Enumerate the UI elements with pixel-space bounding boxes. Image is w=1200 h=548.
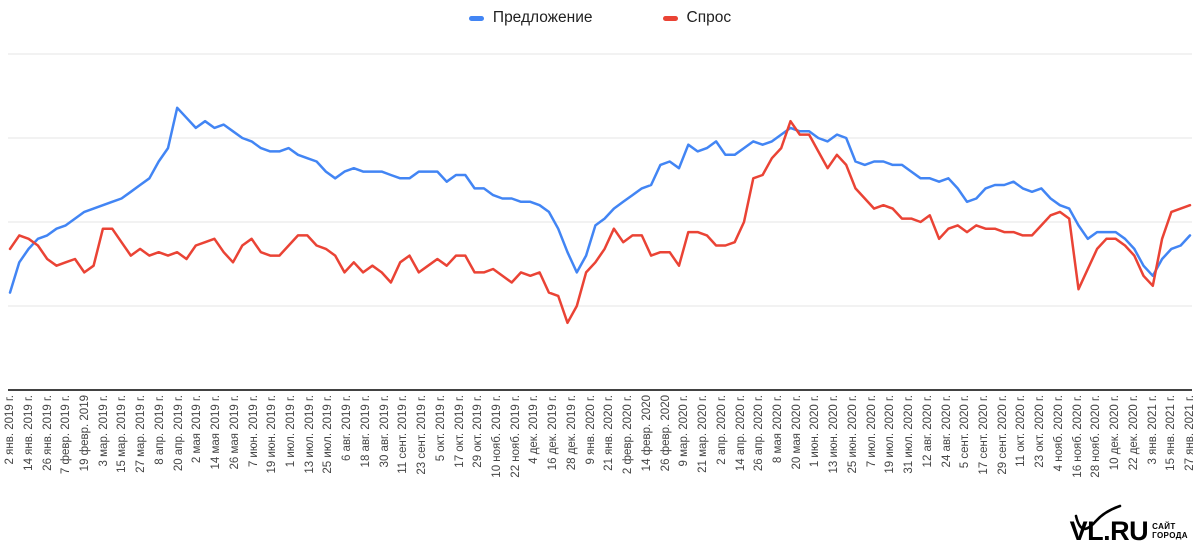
x-tick-label: 21 янв. 2020 г. bbox=[603, 395, 616, 471]
x-tick-label: 13 июл. 2019 г. bbox=[303, 395, 316, 474]
x-tick-label: 1 июл. 2019 г. bbox=[285, 395, 297, 468]
demand-line-series[interactable] bbox=[8, 119, 1192, 325]
x-tick-label: 28 нояб. 2020 г. bbox=[1090, 395, 1103, 478]
x-tick-label: 12 авг. 2020 г. bbox=[921, 395, 934, 468]
x-tick-label: 11 сент. 2019 г. bbox=[397, 395, 410, 474]
x-tick-label: 18 авг. 2019 г. bbox=[359, 395, 372, 468]
x-tick-label: 2 апр. 2020 г. bbox=[715, 395, 728, 465]
x-tick-label: 22 дек. 2020 г. bbox=[1127, 395, 1140, 471]
vlru-tagline: САЙТ ГОРОДА bbox=[1152, 522, 1188, 540]
x-tick-label: 7 февр. 2019 г. bbox=[60, 395, 73, 475]
x-tick-label: 24 авг. 2020 г. bbox=[940, 395, 953, 468]
x-tick-label: 26 апр. 2020 г. bbox=[753, 395, 766, 472]
x-tick-label: 29 окт. 2019 г. bbox=[472, 395, 485, 468]
supply-legend-swatch-icon bbox=[468, 15, 484, 21]
vlru-logo-text: VL.RU bbox=[1069, 516, 1149, 546]
x-tick-label: 9 янв. 2020 г. bbox=[584, 395, 597, 465]
x-tick-label: 19 февр. 2019 bbox=[78, 395, 91, 472]
x-tick-label: 14 февр. 2020 bbox=[640, 395, 653, 472]
legend-item-demand[interactable]: Спрос bbox=[662, 9, 732, 27]
legend-item-supply[interactable]: Предложение bbox=[468, 9, 593, 27]
vlru-watermark: VL.RU САЙТ ГОРОДА bbox=[1069, 504, 1188, 546]
x-tick-label: 29 сент. 2020 г. bbox=[996, 395, 1009, 475]
x-tick-label: 21 мар. 2020 г. bbox=[697, 395, 709, 473]
x-tick-label: 17 окт. 2019 г. bbox=[453, 395, 466, 468]
x-tick-label: 6 авг. 2019 г. bbox=[341, 395, 354, 462]
x-tick-label: 3 мар. 2019 г. bbox=[97, 395, 110, 467]
x-tick-label: 20 мая 2020 г. bbox=[790, 395, 803, 470]
x-tick-label: 16 нояб. 2020 г. bbox=[1071, 395, 1084, 478]
x-tick-label: 27 мар. 2019 г. bbox=[135, 395, 148, 473]
x-tick-label: 17 сент. 2020 г. bbox=[978, 395, 990, 475]
x-tick-label: 30 авг. 2019 г. bbox=[378, 395, 391, 468]
x-tick-label: 14 янв. 2019 г. bbox=[22, 395, 35, 471]
x-tick-label: 22 нояб. 2019 г. bbox=[509, 395, 522, 478]
x-tick-label: 8 мая 2020 г. bbox=[771, 395, 784, 464]
checkmark-icon bbox=[1074, 504, 1121, 531]
x-tick-label: 25 июн. 2020 г. bbox=[846, 395, 859, 474]
x-tick-label: 2 февр. 2020 г. bbox=[622, 395, 635, 475]
x-tick-label: 2 янв. 2019 г. bbox=[4, 395, 16, 465]
x-tick-label: 31 июл. 2020 г. bbox=[903, 395, 915, 474]
supply-legend-label: Предложение bbox=[492, 9, 593, 26]
x-tick-label: 15 мар. 2019 г. bbox=[116, 395, 129, 473]
x-tick-label: 13 июн. 2020 г. bbox=[828, 395, 841, 474]
x-tick-label: 15 янв. 2021 г. bbox=[1165, 395, 1178, 471]
line-chart-plot-area[interactable] bbox=[0, 0, 1200, 394]
x-tick-label: 10 дек. 2020 г. bbox=[1109, 395, 1122, 471]
x-tick-label: 28 дек. 2019 г. bbox=[565, 395, 578, 471]
x-tick-label: 5 сент. 2020 г. bbox=[959, 395, 972, 469]
x-tick-label: 19 июл. 2020 г. bbox=[884, 395, 897, 474]
supply-line-series[interactable] bbox=[8, 106, 1192, 294]
x-tick-label: 16 дек. 2019 г. bbox=[547, 395, 560, 471]
x-tick-label: 14 апр. 2020 г. bbox=[734, 395, 747, 472]
x-tick-label: 23 сент. 2019 г. bbox=[416, 395, 429, 475]
x-tick-label: 26 февр. 2020 bbox=[659, 395, 672, 472]
x-tick-label: 19 июн. 2019 г. bbox=[266, 395, 279, 474]
x-tick-label: 10 нояб. 2019 г. bbox=[491, 395, 503, 478]
x-tick-label: 8 апр. 2019 г. bbox=[153, 395, 166, 465]
demand-legend-swatch-icon bbox=[662, 15, 678, 21]
chart-legend: Предложение Спрос bbox=[0, 9, 1200, 27]
x-tick-label: 14 мая 2019 г. bbox=[210, 395, 222, 470]
x-tick-label: 2 мая 2019 г. bbox=[191, 395, 204, 464]
demand-legend-label: Спрос bbox=[686, 9, 732, 26]
x-tick-label: 26 янв. 2019 г. bbox=[41, 395, 54, 471]
x-tick-label: 25 июл. 2019 г. bbox=[322, 395, 335, 474]
x-tick-label: 4 нояб. 2020 г. bbox=[1052, 395, 1065, 472]
x-tick-label: 9 мар. 2020 г. bbox=[678, 395, 691, 467]
x-tick-label: 7 июл. 2020 г. bbox=[865, 395, 878, 468]
x-tick-label: 1 июн. 2020 г. bbox=[809, 395, 822, 468]
x-tick-label: 20 апр. 2019 г. bbox=[172, 395, 185, 472]
x-tick-label: 23 окт. 2020 г. bbox=[1034, 395, 1047, 468]
x-tick-label: 26 мая 2019 г. bbox=[228, 395, 241, 470]
x-tick-label: 11 окт. 2020 г. bbox=[1015, 395, 1028, 467]
x-tick-label: 7 июн. 2019 г. bbox=[247, 395, 260, 468]
x-tick-label: 3 янв. 2021 г. bbox=[1146, 395, 1159, 465]
x-tick-label: 5 окт. 2019 г. bbox=[434, 395, 447, 462]
x-tick-label: 4 дек. 2019 г. bbox=[528, 395, 541, 464]
x-tick-label: 27 янв. 2021 г. bbox=[1184, 395, 1196, 471]
